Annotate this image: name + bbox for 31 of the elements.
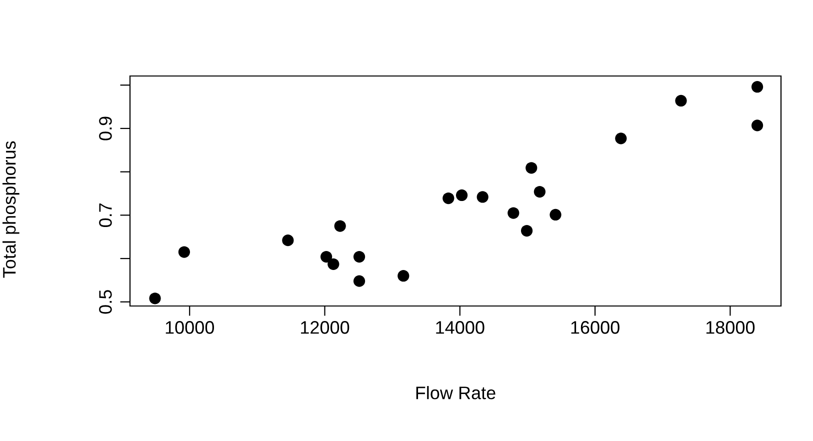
point xyxy=(751,81,764,93)
x-tick-label: 14000 xyxy=(436,321,484,334)
x-tick-label: 18000 xyxy=(706,321,755,334)
point xyxy=(534,186,546,198)
y-tick-label: 0.9 xyxy=(99,116,112,140)
point xyxy=(520,224,533,237)
point xyxy=(675,94,687,107)
point xyxy=(751,120,764,132)
point xyxy=(149,292,161,304)
x-tick-label: 10000 xyxy=(166,321,214,334)
point xyxy=(508,207,520,219)
point xyxy=(526,162,538,174)
y-tick-label: 0.5 xyxy=(99,290,112,314)
point xyxy=(282,234,294,246)
point xyxy=(178,246,190,258)
point xyxy=(550,208,562,221)
point xyxy=(353,275,366,287)
y-axis-title: Total phosphorus xyxy=(2,141,20,278)
point xyxy=(456,189,468,202)
point xyxy=(334,220,346,232)
point xyxy=(328,258,340,270)
point xyxy=(320,250,332,263)
x-axis-title: Flow Rate xyxy=(416,386,496,400)
point xyxy=(476,191,488,203)
point xyxy=(398,270,410,282)
y-tick-label: 0.7 xyxy=(99,204,112,228)
x-tick-label: 16000 xyxy=(571,321,620,334)
point xyxy=(353,250,366,263)
point xyxy=(615,132,627,144)
point xyxy=(442,192,454,204)
x-tick-label: 12000 xyxy=(301,321,350,334)
